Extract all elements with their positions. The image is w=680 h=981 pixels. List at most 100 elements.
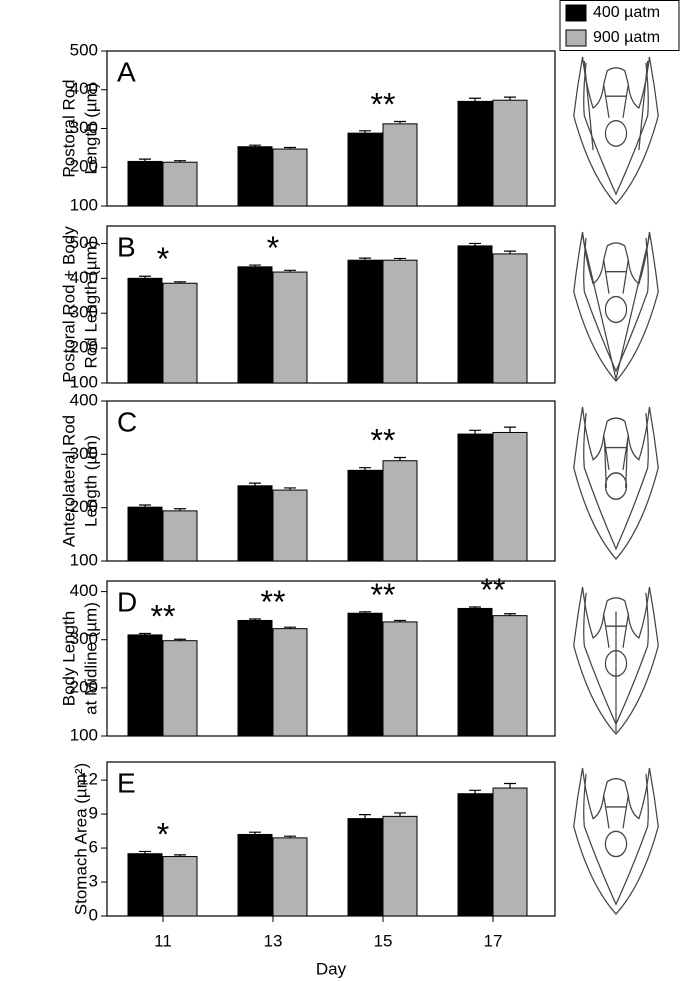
skull-illustration: [573, 767, 659, 915]
stomach: [604, 295, 628, 324]
error-bar: [174, 281, 186, 284]
bar: [127, 506, 163, 562]
x-tick-label: 13: [264, 931, 283, 950]
significance-marker: *: [157, 816, 169, 852]
bar: [492, 99, 528, 207]
error-bar: [359, 130, 371, 134]
bar: [237, 619, 273, 737]
legend-swatch: [565, 29, 587, 47]
y-tick-label: 400: [70, 79, 98, 98]
bar: [492, 787, 528, 917]
error-bar: [469, 97, 481, 102]
skull-illustration: [573, 406, 659, 561]
bar: [382, 621, 418, 737]
panel-label: D: [117, 586, 137, 617]
y-tick-label: 200: [70, 497, 98, 516]
significance-marker: **: [151, 598, 176, 634]
panel-label: A: [117, 56, 136, 87]
skull-illustration: [573, 586, 659, 735]
bar: [127, 853, 163, 917]
bar: [237, 833, 273, 917]
y-tick-label: 200: [70, 338, 98, 357]
y-tick-label: 300: [70, 444, 98, 463]
y-tick-label: 500: [70, 40, 98, 59]
bar: [457, 433, 493, 562]
stomach: [604, 120, 628, 147]
y-tick-label: 0: [89, 905, 98, 924]
error-bar: [284, 146, 296, 150]
significance-marker: **: [371, 87, 396, 123]
bar: [457, 245, 493, 384]
y-tick-label: 400: [70, 390, 98, 409]
y-axis-label: Body Length: [59, 611, 78, 706]
skull-outline: [573, 231, 659, 382]
error-bar: [249, 482, 261, 486]
bar: [237, 485, 273, 562]
bar: [237, 266, 273, 384]
skull-outline: [573, 767, 659, 915]
skull-outline: [573, 406, 659, 561]
bar: [382, 460, 418, 562]
legend-swatch: [565, 4, 587, 22]
highlight-rod: [581, 235, 651, 382]
panel-label: C: [117, 406, 137, 437]
error-bar: [174, 508, 186, 511]
bar: [272, 271, 308, 384]
error-bar: [284, 835, 296, 838]
significance-marker: *: [157, 241, 169, 277]
bar: [347, 259, 383, 384]
bar: [162, 856, 198, 917]
y-tick-label: 300: [70, 629, 98, 648]
error-bar: [249, 144, 261, 147]
plot-frame: [106, 400, 556, 562]
bar: [162, 161, 198, 207]
y-axis-label: Postoral Rod + Body: [59, 226, 78, 383]
y-tick-label: 9: [89, 804, 98, 823]
y-axis-label: Anterolateral Rod: [59, 415, 78, 547]
error-bar: [249, 618, 261, 621]
error-bar: [394, 812, 406, 817]
y-axis-label: Stomach Area (µm²): [71, 763, 90, 915]
error-bar: [394, 619, 406, 622]
error-bar: [469, 606, 481, 609]
y-tick-label: 100: [70, 195, 98, 214]
bar: [127, 277, 163, 384]
stomach: [604, 472, 628, 500]
error-bar: [504, 96, 516, 101]
skull-inner: [583, 62, 649, 196]
panel-label: E: [117, 767, 136, 798]
y-tick-label: 400: [70, 581, 98, 600]
y-tick-label: 300: [70, 303, 98, 322]
error-bar: [469, 429, 481, 435]
significance-marker: **: [261, 584, 286, 620]
bar: [272, 837, 308, 917]
skull-outline: [573, 586, 659, 735]
error-bar: [359, 467, 371, 471]
significance-marker: **: [481, 572, 506, 608]
skull-illustration: [573, 56, 659, 205]
legend-label: 900 µatm: [593, 29, 660, 46]
error-bar: [174, 160, 186, 163]
error-bar: [394, 257, 406, 261]
y-tick-label: 12: [79, 770, 98, 789]
error-bar: [504, 613, 516, 616]
error-bar: [249, 264, 261, 267]
error-bar: [139, 504, 151, 508]
error-bar: [469, 789, 481, 794]
skull-inner: [583, 237, 649, 373]
y-tick-label: 300: [70, 118, 98, 137]
error-bar: [469, 242, 481, 246]
y-axis-label: Rod Length (µm): [81, 241, 100, 369]
bar: [162, 282, 198, 384]
bar: [347, 469, 383, 562]
bar: [127, 634, 163, 737]
error-bar: [139, 275, 151, 279]
stomach: [604, 830, 628, 858]
plot-frame: [106, 580, 556, 737]
error-bar: [394, 456, 406, 461]
error-bar: [139, 632, 151, 635]
skull-inner: [583, 773, 649, 906]
bar: [382, 815, 418, 917]
skull-inner: [583, 592, 649, 726]
y-tick-label: 200: [70, 677, 98, 696]
